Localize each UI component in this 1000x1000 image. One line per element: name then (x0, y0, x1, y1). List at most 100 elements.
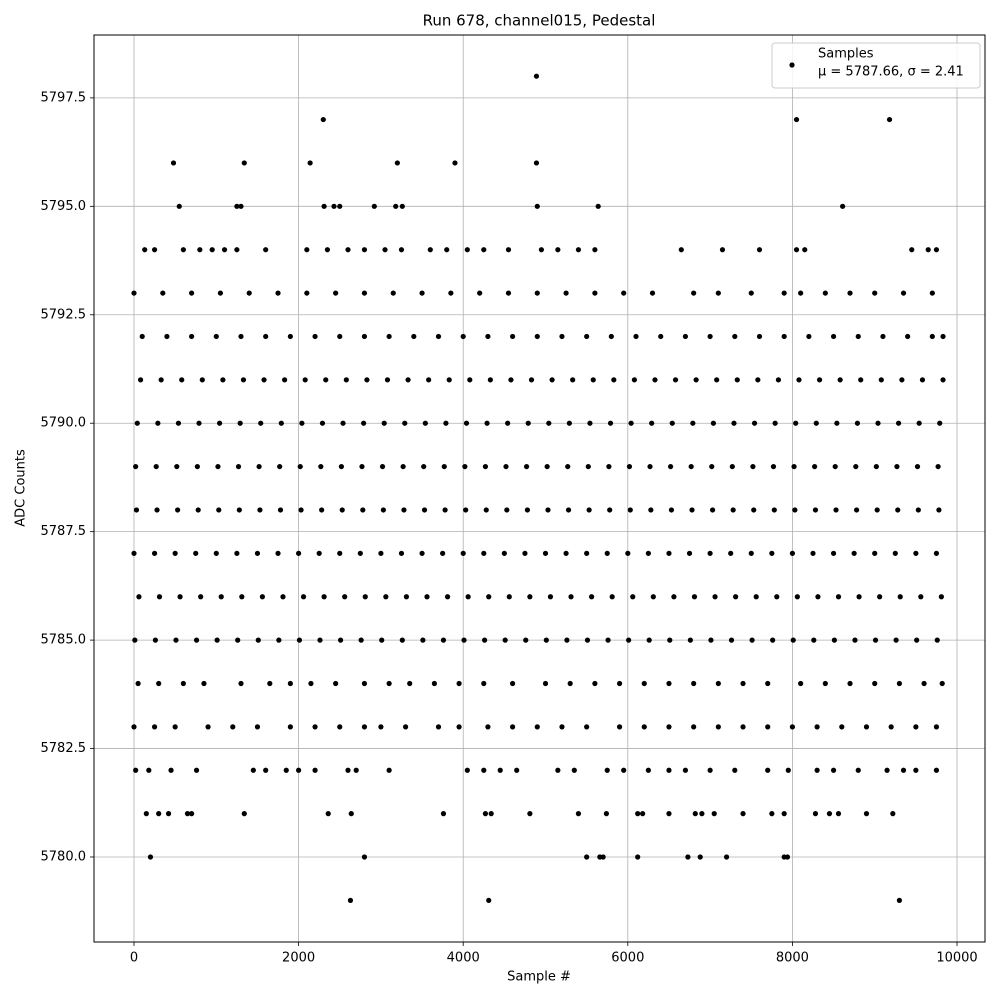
point (748, 550, 754, 556)
x-axis-label: Sample # (507, 970, 571, 985)
point (386, 333, 392, 340)
point (402, 724, 409, 730)
point (534, 290, 540, 296)
point (933, 724, 940, 730)
point (160, 290, 166, 296)
point (176, 203, 182, 209)
point (708, 637, 714, 643)
point (635, 811, 641, 817)
point (847, 680, 853, 687)
point (340, 420, 346, 426)
point (267, 680, 273, 687)
point (400, 463, 406, 470)
point (482, 811, 489, 817)
point (605, 637, 611, 643)
point (839, 724, 845, 730)
point (481, 550, 487, 556)
point (815, 594, 821, 600)
point (756, 247, 763, 253)
point (263, 247, 269, 253)
point (324, 247, 331, 253)
point (933, 550, 940, 556)
point (545, 507, 551, 513)
point (298, 507, 304, 513)
point (452, 160, 458, 166)
point (770, 637, 776, 643)
point (813, 420, 819, 426)
point (283, 767, 289, 773)
point (592, 680, 598, 687)
grid (94, 35, 985, 942)
point (426, 377, 432, 383)
point (337, 550, 343, 556)
point (607, 507, 613, 513)
point (216, 507, 222, 513)
point (421, 507, 428, 513)
point (900, 767, 907, 773)
point (918, 594, 924, 600)
point (201, 680, 207, 687)
point (933, 247, 940, 253)
point (567, 680, 573, 687)
point (732, 333, 738, 340)
point (133, 507, 140, 513)
point (938, 594, 944, 600)
point (277, 507, 284, 513)
point (307, 160, 313, 166)
point (261, 377, 267, 383)
point (835, 594, 842, 600)
point (360, 507, 366, 513)
point (533, 160, 540, 166)
point (544, 463, 550, 470)
point (195, 507, 201, 513)
point (465, 594, 471, 600)
point (180, 247, 186, 253)
point (255, 637, 261, 643)
point (564, 637, 570, 643)
point (506, 594, 512, 600)
point (549, 377, 555, 383)
x-tick-label: 8000 (776, 951, 809, 966)
point (691, 290, 697, 296)
point (770, 463, 777, 470)
point (909, 247, 915, 253)
point (616, 680, 623, 687)
point (175, 420, 182, 426)
y-tick-label: 5782.5 (41, 741, 87, 756)
point (133, 463, 139, 470)
point (649, 290, 656, 296)
point (296, 550, 302, 556)
point (522, 550, 528, 556)
point (822, 680, 828, 687)
point (136, 594, 142, 600)
point (671, 594, 677, 600)
point (133, 767, 139, 773)
point (834, 420, 840, 426)
point (689, 507, 695, 513)
point (525, 420, 531, 426)
point (170, 160, 177, 166)
point (880, 333, 886, 340)
point (175, 507, 181, 513)
point (461, 637, 467, 643)
point (916, 420, 922, 426)
point (740, 680, 746, 687)
point (806, 333, 812, 340)
point (875, 420, 881, 426)
point (641, 680, 647, 687)
point (587, 420, 593, 426)
point (584, 724, 590, 730)
point (238, 333, 244, 340)
point (435, 724, 442, 730)
point (503, 463, 509, 470)
point (686, 550, 693, 556)
point (217, 290, 224, 296)
point (230, 724, 236, 730)
point (380, 507, 386, 513)
point (486, 897, 492, 903)
point (198, 594, 204, 600)
point (740, 811, 746, 817)
point (164, 333, 170, 340)
point (524, 507, 531, 513)
point (241, 811, 247, 817)
